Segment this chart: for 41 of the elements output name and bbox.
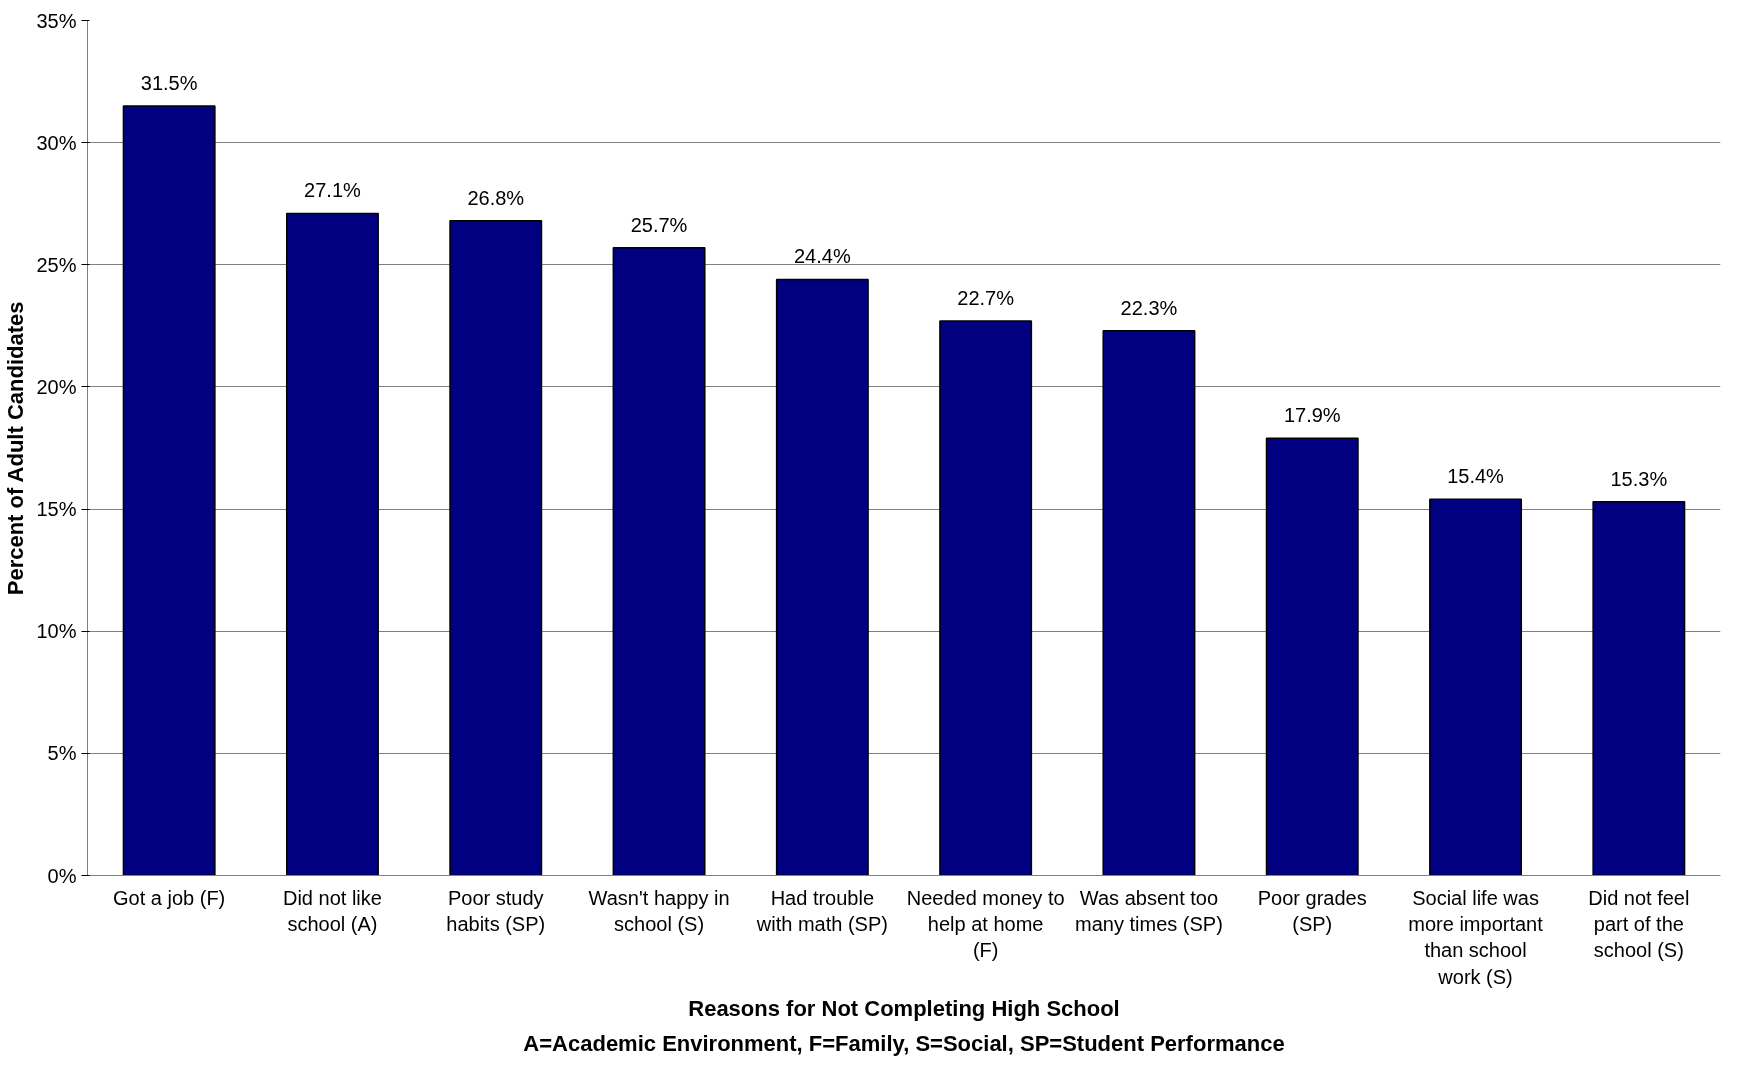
x-tick-label: Poor grades (SP) [1257,886,1367,935]
x-tick-label: Poor study habits (SP) [446,886,546,935]
data-label: 31.5% [140,72,198,94]
data-label: 22.7% [957,286,1015,309]
data-label: 27.1% [304,179,362,202]
y-tick-label: 15% [36,498,77,521]
bar [449,220,543,876]
x-tick-label: Social life was more important than school work (S) [1408,886,1544,988]
x-tick-label: Did not like school (A) [282,886,382,935]
bar [1592,500,1686,876]
bar [1429,498,1523,876]
bar [1265,437,1359,876]
bar [775,278,869,876]
y-tick-label: 5% [47,742,77,765]
bar [612,246,706,876]
x-tick-label: Wasn't happy in school (S) [588,886,730,935]
y-tick-label: 0% [47,864,77,887]
y-tick-label: 35% [36,9,77,32]
y-tick-label: 30% [36,131,77,154]
x-axis-title: Reasons for Not Completing High School [688,995,1120,1021]
x-tick-label: Got a job (F) [113,886,226,909]
y-tick-label: 20% [36,375,77,398]
text: A=Academic Environment, F=Family, S=Social, SP=Student Performance [523,1030,1285,1056]
data-label: 22.3% [1120,296,1178,319]
x-tick-label: Was absent too many times (SP) [1075,886,1223,935]
data-label: 17.9% [1283,404,1341,427]
bar [1102,329,1196,876]
y-tick-label: 25% [36,253,77,276]
y-axis-title: Percent of Adult Candidates [3,301,29,596]
data-label: 15.3% [1610,467,1668,490]
bar [122,105,216,876]
y-tick-label: 10% [36,620,77,643]
x-tick-label: Had trouble with math (SP) [755,886,888,935]
x-tick-label: Needed money to help at home (F) [906,886,1065,962]
data-label: 15.4% [1447,465,1505,488]
x-tick-label: Did not feel part of the school (S) [1588,886,1690,962]
data-label: 24.4% [794,245,851,268]
data-label: 25.7% [630,213,688,236]
bar [939,320,1033,876]
data-label: 26.8% [467,186,525,209]
bar [285,212,379,876]
